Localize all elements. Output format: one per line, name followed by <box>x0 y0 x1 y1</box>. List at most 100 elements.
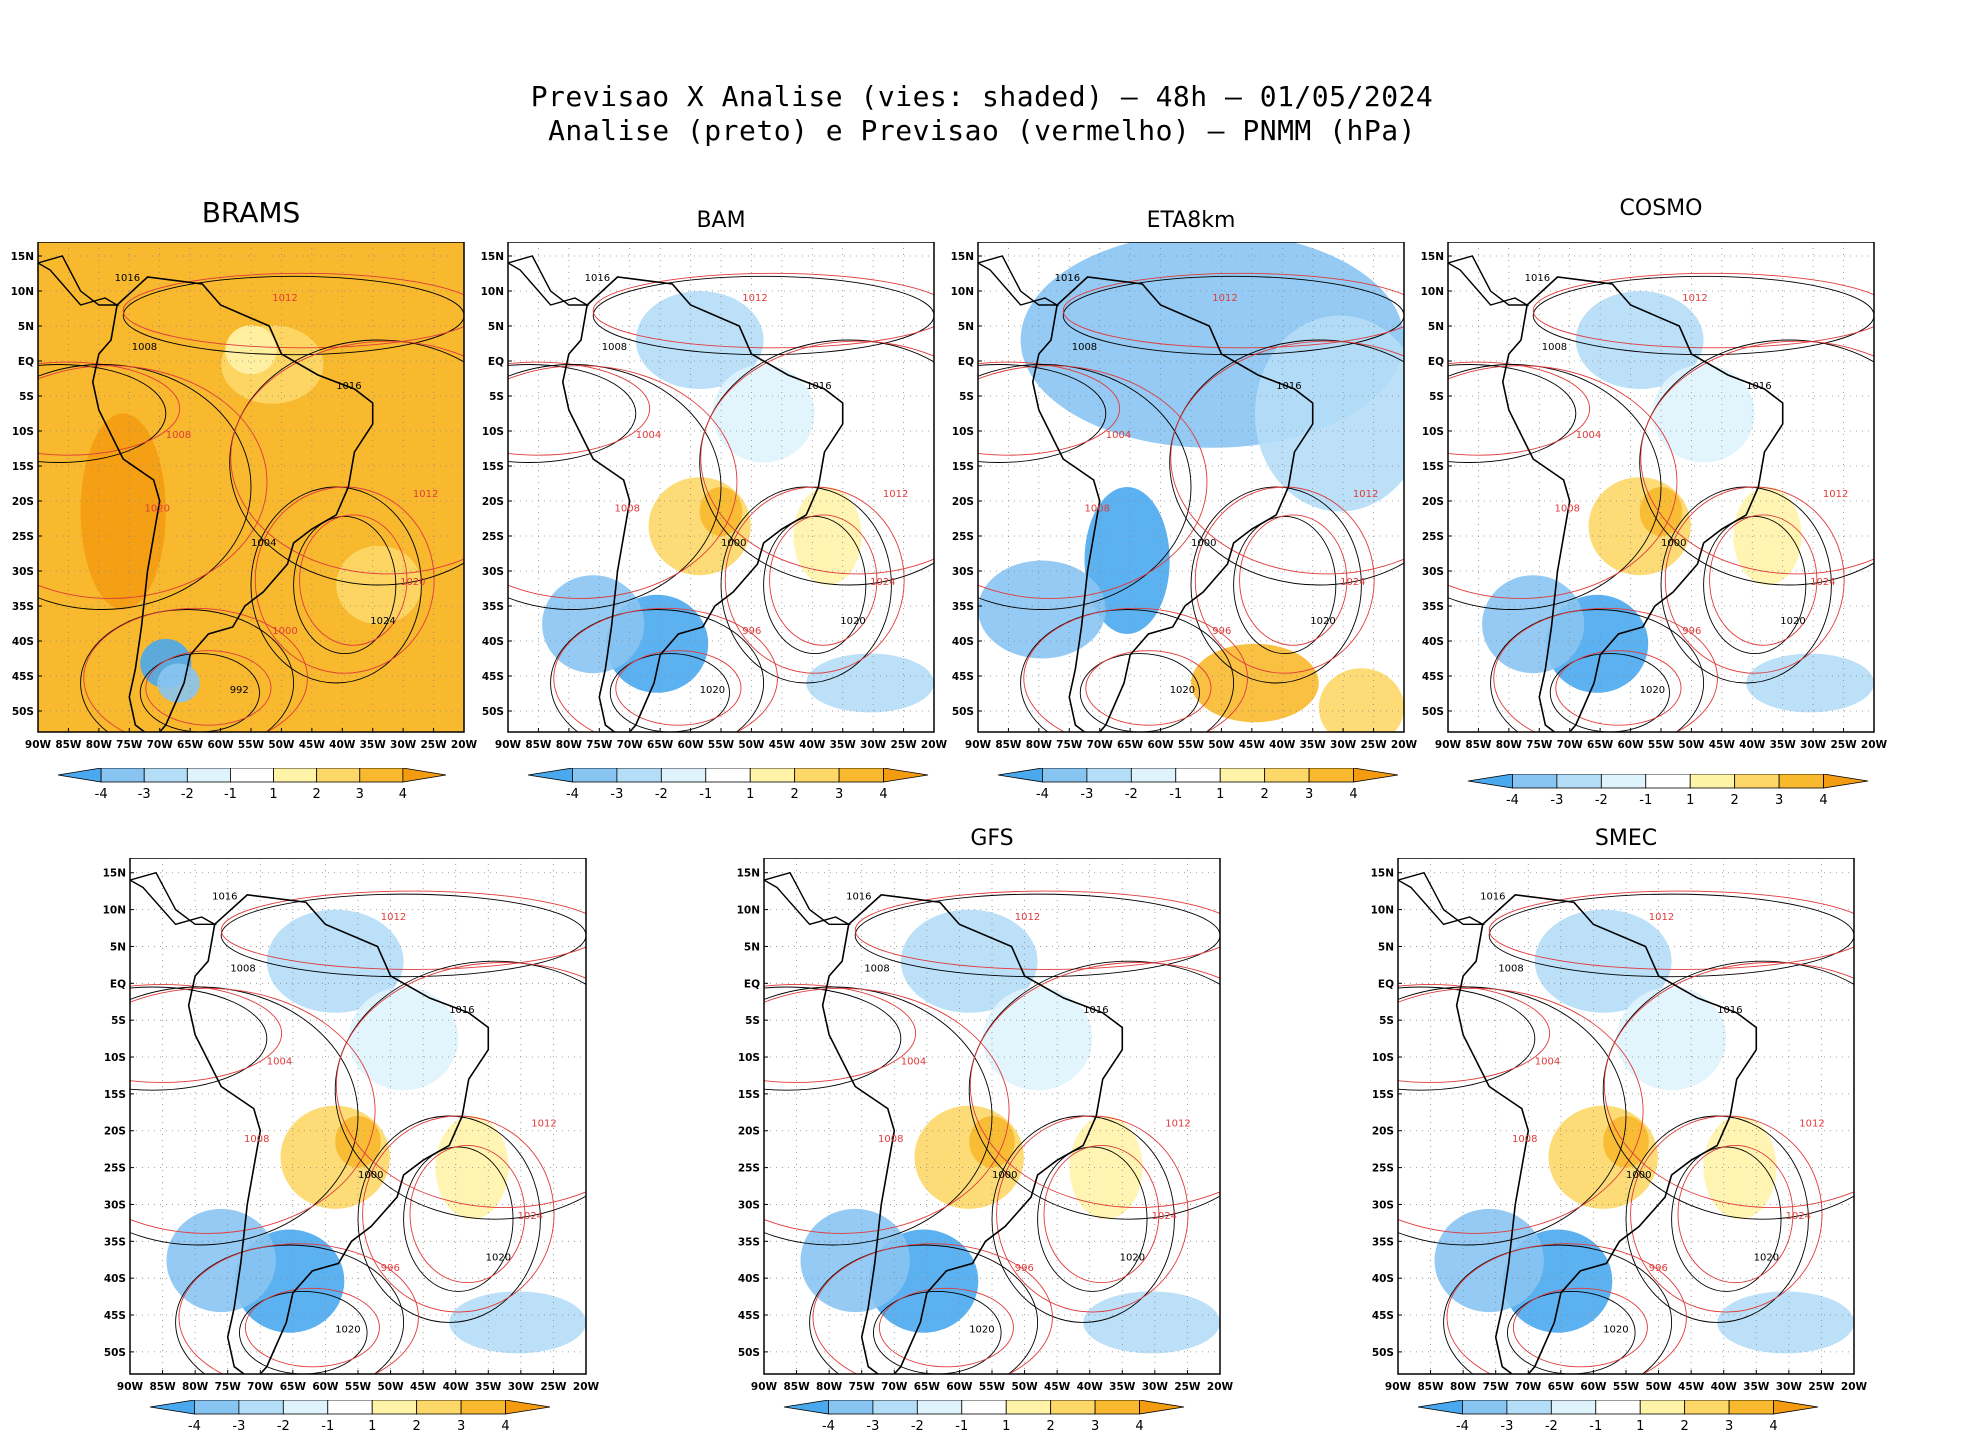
map-cosmo: 1016 1012 1008 1004 1000 996 1020 1024 1020 1012 1… <box>1421 242 1888 751</box>
lat-tick-label: 10N <box>103 905 126 917</box>
lon-tick-label: 80W <box>816 1381 843 1393</box>
lat-tick-label: 10S <box>738 1052 760 1064</box>
colorbar-label: 3 <box>1775 793 1783 808</box>
lon-tick-label: 80W <box>1026 739 1053 751</box>
isobar-label: 1008 <box>244 1134 269 1145</box>
lat-tick-label: 5S <box>19 391 34 403</box>
colorbar-swatch <box>1219 768 1266 783</box>
panel-title-bam: BAM <box>696 208 746 233</box>
lon-tick-label: 90W <box>751 1381 778 1393</box>
colorbar-label: -3 <box>610 787 623 802</box>
colorbar-swatch <box>1550 1400 1597 1415</box>
colorbar-swatch <box>838 768 884 783</box>
lat-tick-label: 40S <box>482 636 504 648</box>
colorbar-swatch <box>1462 1400 1508 1415</box>
isobar-label: 1008 <box>1512 1134 1537 1145</box>
colorbar-label: 1 <box>1216 787 1224 802</box>
isobar-label: 1016 <box>585 273 610 284</box>
colorbar-swatch <box>1773 1400 1819 1415</box>
lat-tick-label: 10N <box>1421 286 1444 298</box>
lon-tick-label: 65W <box>280 1381 307 1393</box>
lat-tick-label: 35S <box>104 1236 126 1248</box>
lat-tick-label: 5S <box>1429 391 1444 403</box>
colorbar-swatch <box>230 768 274 783</box>
isobar-label: 1008 <box>1085 504 1110 515</box>
lon-tick-label: 85W <box>149 1381 176 1393</box>
isobar-label: 1000 <box>1626 1170 1651 1181</box>
lon-tick-label: 70W <box>617 739 644 751</box>
colorbar-swatch <box>1506 1400 1552 1415</box>
figure-title-line1: Previsao X Analise (vies: shaded) – 48h … <box>530 80 1434 113</box>
panel-title-brams: BRAMS <box>201 196 301 229</box>
lat-tick-label: 15S <box>1422 461 1444 473</box>
colorbar-label: -1 <box>224 787 237 802</box>
colorbar-swatch <box>1086 768 1132 783</box>
colorbar-swatch <box>1689 774 1736 789</box>
isobar-label: 1012 <box>272 293 297 304</box>
colorbar-swatch <box>505 1400 551 1415</box>
colorbar-label: 4 <box>1769 1419 1777 1434</box>
colorbar-swatch <box>416 1400 462 1415</box>
lat-tick-label: 10S <box>482 426 504 438</box>
isobar-label: 1012 <box>413 489 438 500</box>
isobar-label: 1024 <box>1152 1211 1177 1222</box>
lat-tick-label: 10N <box>481 286 504 298</box>
lon-tick-label: 40W <box>329 739 356 751</box>
isobar-label: 1004 <box>1576 430 1601 441</box>
colorbar-swatch <box>149 1400 195 1415</box>
isobar-label: 1020 <box>1780 616 1805 627</box>
colorbar-label: -2 <box>1545 1419 1558 1434</box>
coastline <box>821 894 1124 1374</box>
isobar-label: 1016 <box>806 381 831 392</box>
lon-tick-label: 35W <box>475 1381 502 1393</box>
colorbar-swatch <box>282 1400 329 1415</box>
colorbar-swatch <box>371 1400 418 1415</box>
colorbar-gfs: -4 -3 -2 -1 1 2 3 4 <box>783 1400 1185 1434</box>
lon-tick-label: 70W <box>881 1381 908 1393</box>
lat-tick-label: 10S <box>1372 1052 1394 1064</box>
coastline <box>1455 894 1758 1374</box>
colorbar-label: 3 <box>457 1419 465 1434</box>
lat-tick-label: 30S <box>482 566 504 578</box>
lat-tick-label: 10N <box>11 286 34 298</box>
isobar-label: 1012 <box>1799 1118 1824 1129</box>
isobar-label: 1008 <box>132 342 157 353</box>
isobar-label: 1012 <box>1823 489 1848 500</box>
colorbar-swatch <box>1264 768 1310 783</box>
colorbar-label: 3 <box>356 787 364 802</box>
bias-shading <box>225 325 277 375</box>
lon-tick-label: 25W <box>890 739 917 751</box>
colorbar-label: 3 <box>1091 1419 1099 1434</box>
colorbar-swatch <box>883 768 929 783</box>
lon-tick-label: 35W <box>1300 739 1327 751</box>
lat-tick-label: 45S <box>738 1310 760 1322</box>
lat-tick-label: 5N <box>18 321 34 333</box>
colorbar-swatch <box>273 768 318 783</box>
lat-tick-label: 15N <box>737 868 760 880</box>
colorbar-label: -4 <box>566 787 579 802</box>
lat-tick-label: 45S <box>12 671 34 683</box>
lon-tick-label: 75W <box>1056 739 1083 751</box>
colorbar-swatch <box>1130 768 1177 783</box>
colorbar-label: -1 <box>1639 793 1652 808</box>
lon-tick-label: 70W <box>147 739 174 751</box>
colorbar-label: 4 <box>399 787 407 802</box>
lon-tick-label: 80W <box>86 739 113 751</box>
colorbar-swatch <box>1467 774 1513 789</box>
lon-tick-label: 55W <box>708 739 735 751</box>
lon-tick-label: 30W <box>1776 1381 1803 1393</box>
lon-tick-label: 30W <box>1330 739 1357 751</box>
lon-tick-label: 60W <box>1147 739 1174 751</box>
lat-tick-label: 20S <box>1422 496 1444 508</box>
isobar-label: 1012 <box>742 293 767 304</box>
lat-tick-label: 50S <box>482 706 504 718</box>
isobar-label: 1020 <box>840 616 865 627</box>
lon-tick-label: 35W <box>360 739 387 751</box>
colorbar-label: 2 <box>791 787 799 802</box>
colorbar-label: -2 <box>655 787 668 802</box>
lon-tick-label: 60W <box>1617 739 1644 751</box>
lat-tick-label: EQ <box>744 978 760 990</box>
lon-tick-label: 30W <box>390 739 417 751</box>
lon-tick-label: 90W <box>117 1381 144 1393</box>
isobar-label: 996 <box>1212 626 1231 637</box>
